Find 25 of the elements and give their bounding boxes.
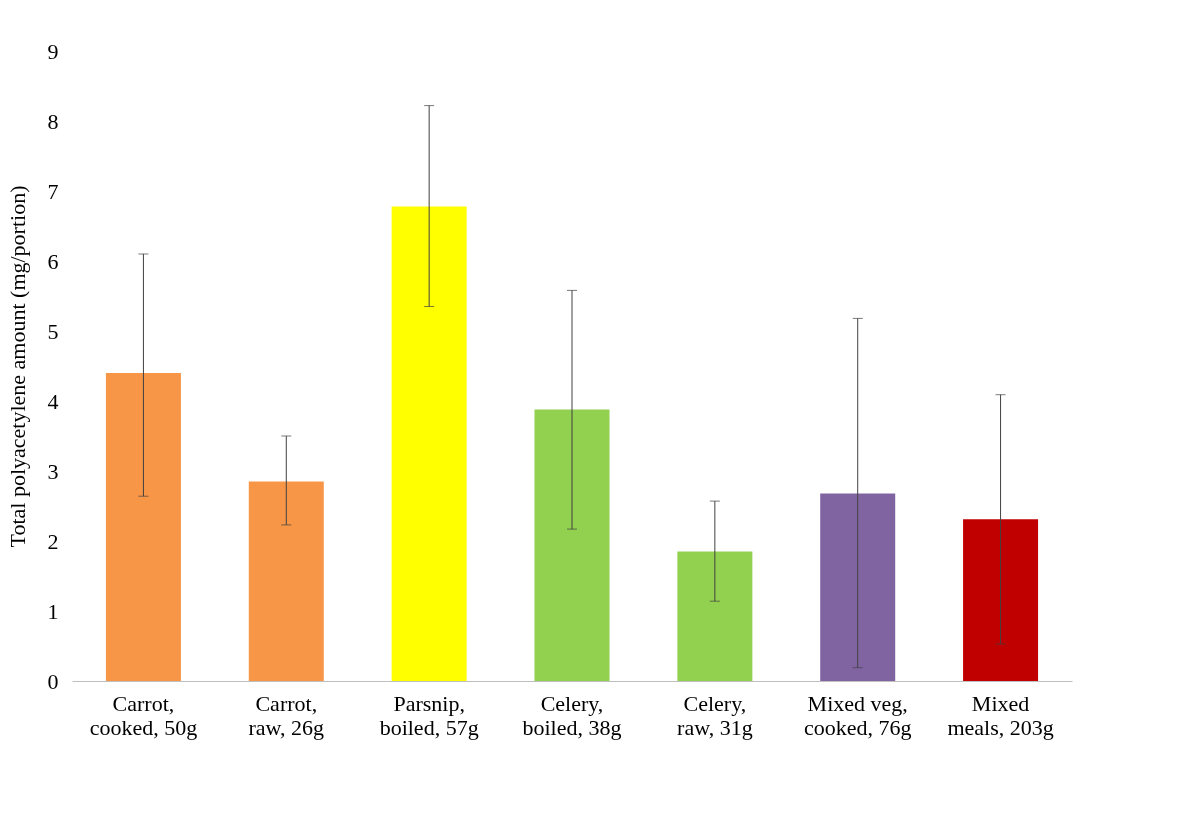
y-tick-label: 8 — [47, 108, 59, 134]
x-tick-label: Celery, raw, 31g — [677, 690, 753, 740]
x-tick-label: Carrot, raw, 26g — [248, 690, 325, 740]
y-tick-label: 3 — [47, 458, 59, 484]
x-tick-label: Mixed meals, 203g — [947, 690, 1054, 740]
y-tick-label: 6 — [47, 248, 59, 274]
y-tick-label: 9 — [47, 38, 59, 64]
x-tick-label: Celery, boiled, 38g — [522, 690, 622, 740]
y-tick-label: 5 — [47, 318, 59, 344]
x-tick-label: Mixed veg, cooked, 76g — [803, 690, 912, 740]
y-tick-label: 4 — [47, 388, 59, 414]
bar — [105, 373, 181, 681]
bar — [534, 409, 610, 681]
y-axis-title: Total polyacetylene amount (mg/portion) — [4, 185, 30, 548]
x-tick-label: Carrot, cooked, 50g — [89, 690, 198, 740]
bar — [391, 206, 467, 681]
y-tick-label: 0 — [47, 668, 59, 694]
bar — [963, 519, 1039, 681]
y-tick-label: 2 — [47, 528, 59, 554]
x-tick-label: Parsnip, boiled, 57g — [379, 690, 479, 740]
y-tick-label: 7 — [47, 178, 59, 204]
bar — [677, 551, 753, 681]
bar — [820, 493, 896, 681]
y-tick-label: 1 — [47, 598, 59, 624]
bar — [248, 481, 324, 681]
